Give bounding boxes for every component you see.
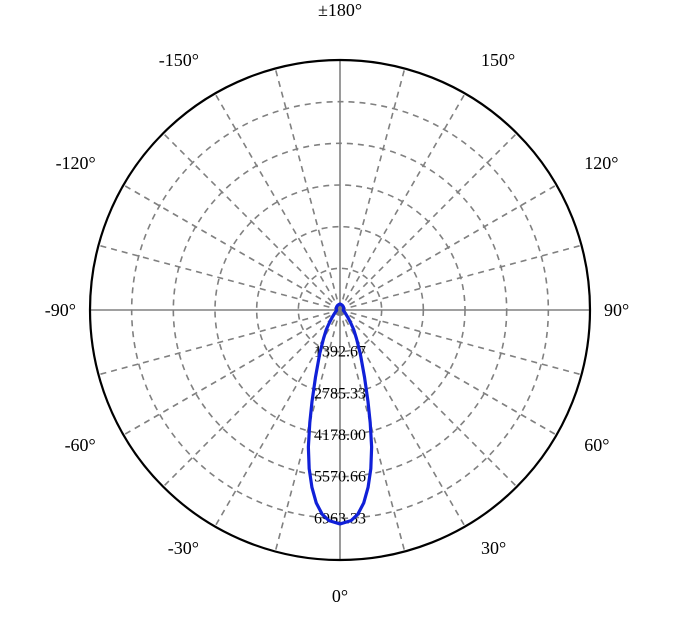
radial-tick-label: 5570.66 bbox=[314, 469, 366, 486]
angle-label: -60° bbox=[65, 435, 96, 455]
radial-tick-label: 2785.33 bbox=[314, 385, 366, 402]
angle-label: -120° bbox=[56, 153, 96, 173]
angle-label: 120° bbox=[584, 153, 618, 173]
angle-label: -150° bbox=[159, 50, 199, 70]
angle-label: 0° bbox=[332, 586, 348, 606]
angle-label: 60° bbox=[584, 435, 609, 455]
angle-label: 90° bbox=[604, 300, 629, 320]
angle-label: -90° bbox=[45, 300, 76, 320]
polar-chart: 1392.672785.334178.005570.666963.33±180°… bbox=[0, 0, 677, 640]
angle-label: -30° bbox=[168, 538, 199, 558]
angle-label: 30° bbox=[481, 538, 506, 558]
angle-label: ±180° bbox=[318, 0, 362, 20]
radial-tick-label: 4178.00 bbox=[314, 427, 366, 444]
angle-label: 150° bbox=[481, 50, 515, 70]
